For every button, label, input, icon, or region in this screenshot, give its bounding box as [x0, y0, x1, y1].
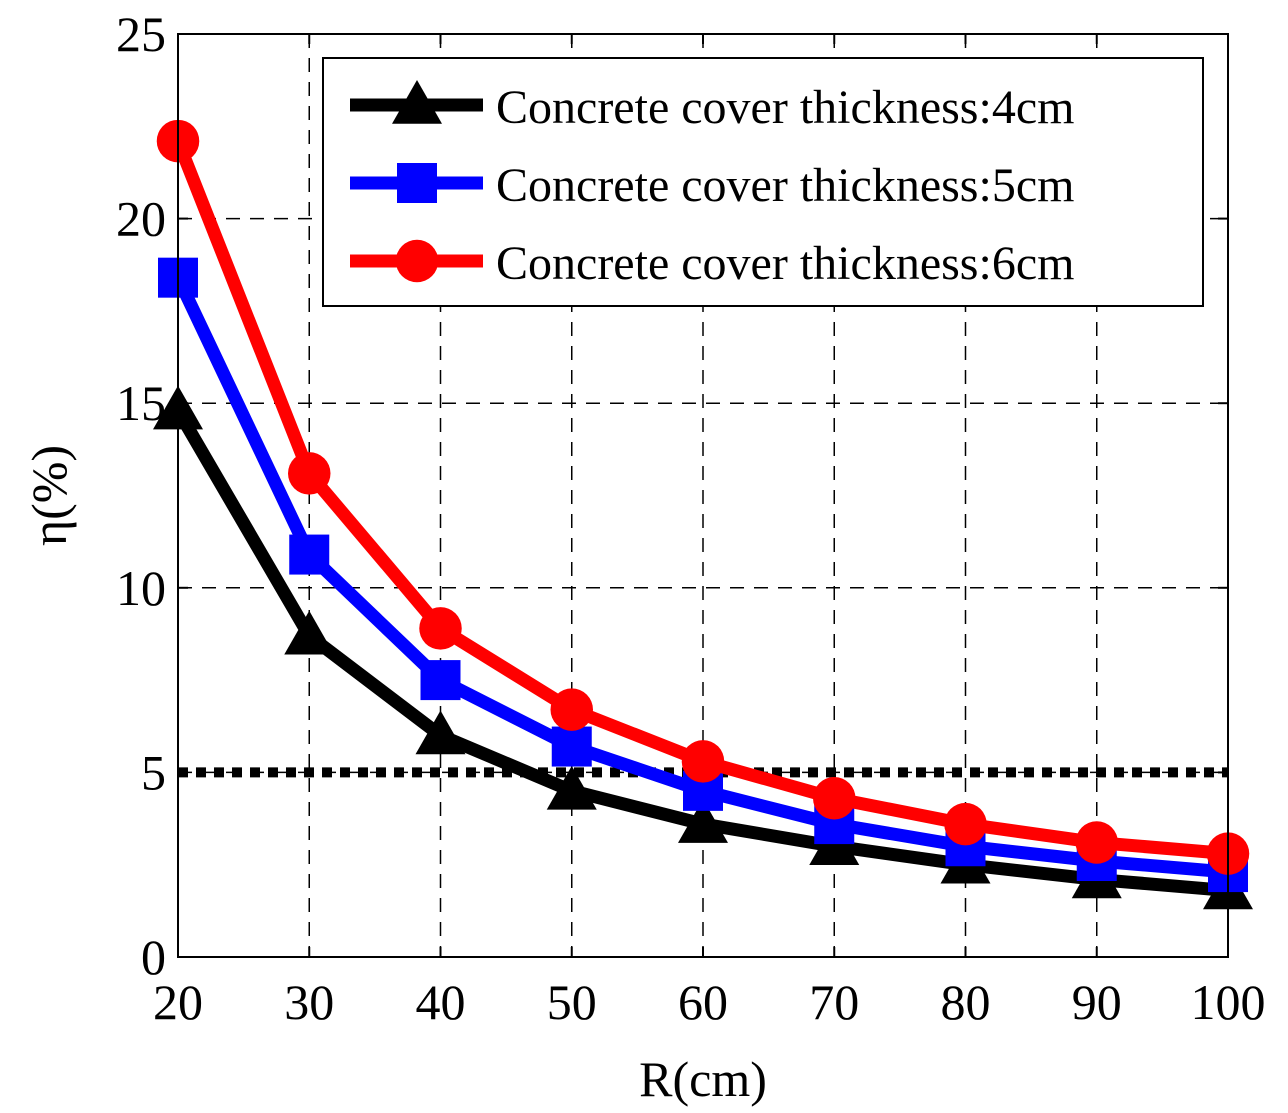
- x-tick-label: 70: [809, 974, 859, 1030]
- data-point: [288, 452, 331, 495]
- y-axis-label: η(%): [21, 445, 77, 546]
- x-tick-label: 80: [941, 974, 991, 1030]
- legend-marker: [395, 239, 439, 283]
- y-tick-label: 15: [116, 375, 166, 431]
- y-tick-label: 25: [116, 6, 166, 62]
- x-tick-label: 40: [416, 974, 466, 1030]
- y-tick-label: 20: [116, 191, 166, 247]
- x-tick-label: 60: [678, 974, 728, 1030]
- y-tick-label: 10: [116, 560, 166, 616]
- data-point: [415, 710, 466, 755]
- data-point: [546, 765, 597, 810]
- x-tick-label: 30: [284, 974, 334, 1030]
- data-point: [550, 688, 593, 731]
- legend-label: Concrete cover thickness:6cm: [496, 237, 1074, 290]
- x-tick-label: 100: [1191, 974, 1266, 1030]
- x-tick-label: 90: [1072, 974, 1122, 1030]
- data-point: [420, 660, 461, 701]
- legend-label: Concrete cover thickness:4cm: [496, 81, 1074, 134]
- legend-label: Concrete cover thickness:5cm: [496, 159, 1074, 212]
- axis-ticks: 20 30 40 50 60 70 80 90 100 0 5 10 15 20 25: [116, 6, 1266, 1030]
- legend-entry-1: Concrete cover thickness:4cm: [350, 80, 1074, 134]
- data-point: [551, 726, 592, 767]
- series-3: [156, 119, 1250, 875]
- data-point: [813, 776, 856, 820]
- x-tick-label: 20: [153, 974, 203, 1030]
- legend-marker: [392, 80, 442, 124]
- data-point: [1075, 821, 1118, 864]
- x-axis-label: R(cm): [639, 1051, 767, 1107]
- data-point: [944, 802, 987, 846]
- y-tick-label: 5: [141, 744, 166, 800]
- data-point: [681, 740, 725, 783]
- data-point: [289, 534, 330, 575]
- legend-entry-3: Concrete cover thickness:6cm: [350, 237, 1074, 290]
- x-tick-label: 50: [547, 974, 597, 1030]
- legend-marker: [397, 163, 437, 203]
- data-point: [284, 610, 335, 655]
- legend: Concrete cover thickness:4cm Concrete cov…: [322, 57, 1204, 307]
- y-tick-label: 0: [141, 929, 166, 985]
- data-point: [678, 799, 728, 843]
- legend-entry-2: Concrete cover thickness:5cm: [350, 159, 1074, 212]
- data-point: [419, 607, 462, 650]
